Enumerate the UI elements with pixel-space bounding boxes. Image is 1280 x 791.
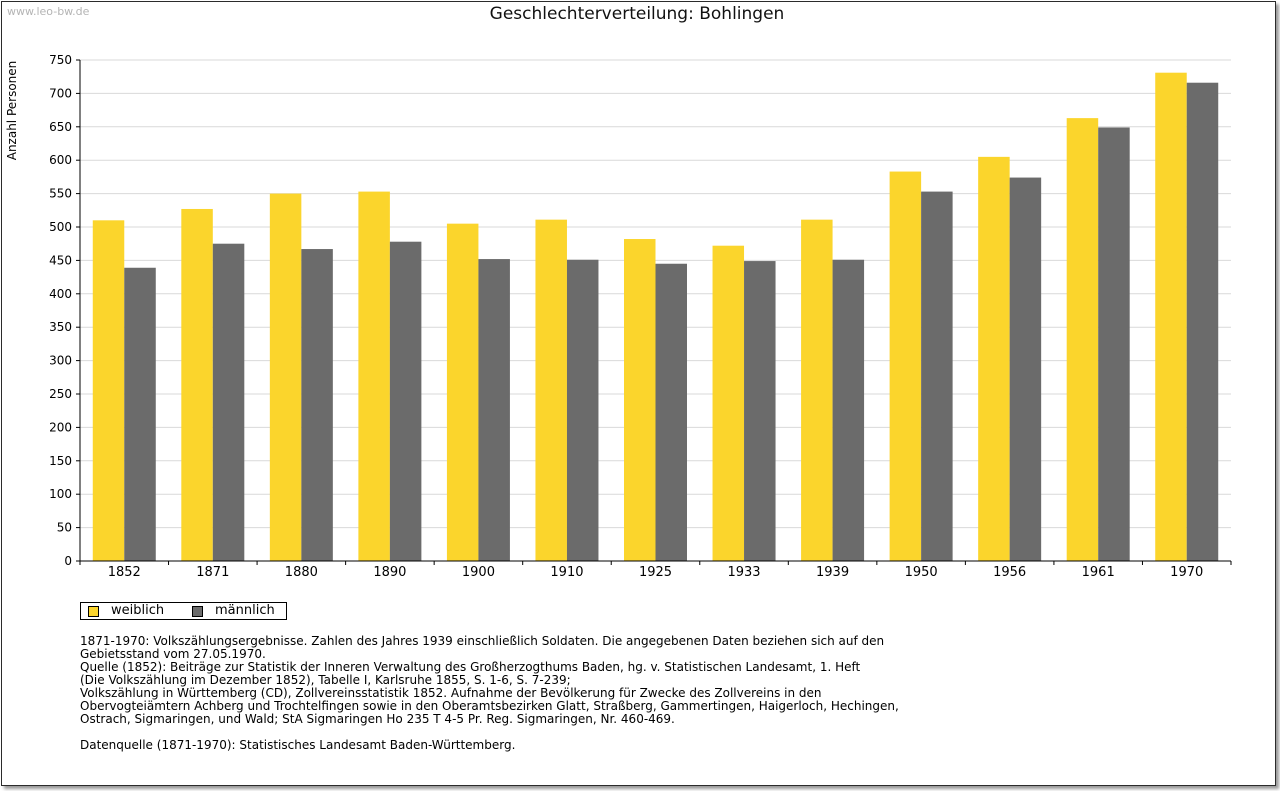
legend: weiblich männlich (80, 602, 287, 620)
bar-weiblich (712, 245, 745, 562)
y-tick-label: 450 (49, 253, 72, 267)
y-tick-label: 750 (49, 53, 72, 67)
y-tick-label: 300 (49, 354, 72, 368)
bar-maennlich (1098, 127, 1130, 561)
bar-weiblich (358, 191, 390, 561)
y-tick-label: 700 (49, 86, 72, 100)
x-tick-label: 1852 (108, 565, 141, 580)
bar-weiblich (1066, 118, 1099, 561)
bar-maennlich (124, 267, 156, 561)
y-tick-label: 650 (49, 120, 72, 134)
y-tick-label: 250 (49, 387, 72, 401)
note-line: Ostrach, Sigmaringen, und Wald; StA Sigm… (80, 712, 675, 726)
legend-swatch-maennlich (192, 605, 203, 617)
bar-maennlich (478, 259, 510, 561)
x-tick-label: 1956 (993, 565, 1026, 580)
x-tick-label: 1890 (373, 565, 406, 580)
bar-maennlich (301, 249, 333, 561)
y-tick-label: 200 (49, 420, 72, 434)
x-tick-label: 1970 (1170, 565, 1203, 580)
x-tick-label: 1871 (196, 565, 229, 580)
note-line: Quelle (1852): Beiträge zur Statistik de… (80, 660, 861, 674)
x-tick-label: 1900 (462, 565, 495, 580)
legend-item-weiblich: weiblich (88, 603, 164, 619)
bar-maennlich (744, 261, 776, 561)
x-tick-label: 1961 (1082, 565, 1115, 580)
y-tick-label: 50 (57, 521, 72, 535)
legend-item-maennlich: männlich (192, 603, 275, 619)
x-tick-label: 1925 (639, 565, 672, 580)
bar-maennlich (212, 243, 245, 561)
y-tick-label: 350 (49, 320, 72, 334)
bar-weiblich (446, 223, 479, 561)
x-tick-label: 1950 (905, 565, 938, 580)
y-tick-label: 600 (49, 153, 72, 167)
bar-maennlich (566, 259, 599, 561)
note-line: Gebietsstand vom 27.05.1970. (80, 647, 266, 661)
bar-weiblich (624, 239, 656, 562)
bar-weiblich (801, 219, 833, 562)
note-line: Volkszählung in Württemberg (CD), Zollve… (80, 686, 822, 700)
legend-label-weiblich: weiblich (111, 603, 165, 618)
legend-label-maennlich: männlich (215, 603, 275, 618)
x-tick-label: 1939 (816, 565, 849, 580)
y-tick-label: 550 (49, 187, 72, 201)
bar-weiblich (269, 193, 302, 561)
y-tick-label: 150 (49, 454, 72, 468)
bar-weiblich (181, 208, 213, 562)
source-notes: 1871-1970: Volkszählungsergebnisse. Zahl… (80, 635, 980, 752)
bar-weiblich (535, 219, 567, 562)
y-tick-label: 0 (64, 554, 72, 568)
note-line: 1871-1970: Volkszählungsergebnisse. Zahl… (80, 634, 885, 648)
note-line: Obervogteiämtern Achberg und Trochtelfin… (80, 699, 899, 713)
bar-maennlich (389, 241, 422, 562)
y-tick-label: 400 (49, 287, 72, 301)
bar-weiblich (1155, 72, 1187, 561)
bar-maennlich (832, 259, 865, 561)
bar-weiblich (92, 220, 125, 561)
data-source: Datenquelle (1871-1970): Statistisches L… (80, 738, 516, 752)
chart-title: Geschlechterverteilung: Bohlingen (489, 4, 785, 24)
bar-maennlich (921, 191, 953, 561)
watermark: www.leo-bw.de (7, 5, 90, 18)
y-axis-label: Anzahl Personen (5, 61, 19, 161)
x-tick-label: 1933 (727, 565, 760, 580)
y-tick-label: 500 (49, 220, 72, 234)
bar-maennlich (1186, 82, 1219, 561)
bar-maennlich (1009, 177, 1042, 561)
x-tick-label: 1910 (550, 565, 583, 580)
y-tick-label: 100 (49, 487, 72, 501)
x-tick-label: 1880 (285, 565, 318, 580)
legend-swatch-weiblich (88, 605, 99, 617)
note-line: (Die Volkszählung im Dezember 1852), Tab… (80, 673, 571, 687)
bar-weiblich (889, 171, 922, 561)
bar-maennlich (655, 263, 687, 561)
bar-weiblich (978, 156, 1010, 562)
bar-chart: 0 50 100 150 200 250 300 350 400 450 500 550 600 650 7… (5, 53, 1232, 580)
